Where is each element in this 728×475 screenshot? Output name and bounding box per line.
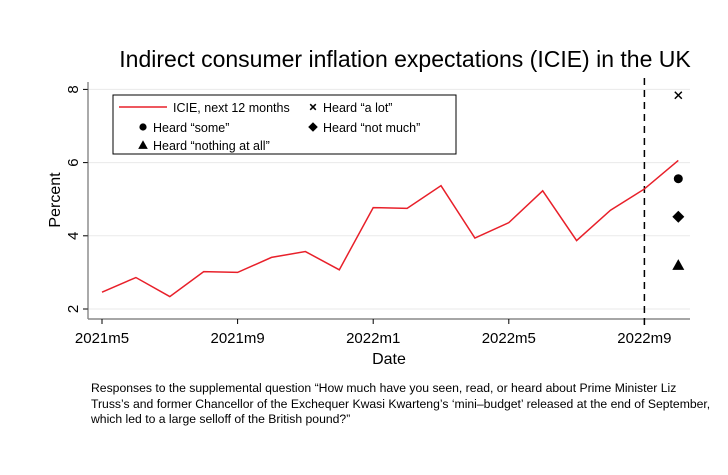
- x-tick-label: 2022m9: [617, 330, 671, 347]
- legend-label: Heard “a lot”: [323, 101, 392, 115]
- y-axis-label: Percent: [47, 172, 64, 228]
- y-tick-label: 2: [65, 305, 82, 313]
- legend-label: Heard “some”: [153, 121, 229, 135]
- legend-marker-triangle: [138, 140, 148, 149]
- x-tick-label: 2021m9: [210, 330, 264, 347]
- data-point-x: [674, 91, 683, 100]
- x-axis-label: Date: [372, 351, 406, 368]
- y-tick-label: 6: [65, 158, 82, 166]
- legend-marker-diamond: [308, 122, 318, 132]
- legend-label: Heard “nothing at all”: [153, 139, 270, 153]
- x-tick-label: 2021m5: [75, 330, 129, 347]
- x-tick-label: 2022m5: [482, 330, 536, 347]
- y-tick-label: 8: [65, 85, 82, 93]
- series-line: [101, 159, 679, 298]
- chart-caption: Responses to the supplemental question “…: [91, 381, 711, 426]
- chart-title: Indirect consumer inflation expectations…: [119, 46, 691, 72]
- x-tick-label: 2022m1: [346, 330, 400, 347]
- legend-box: [112, 94, 457, 155]
- legend-marker-circle: [139, 123, 147, 131]
- data-point-circle: [673, 174, 683, 184]
- legend-marker-x: [309, 103, 317, 111]
- legend-label: Heard “not much”: [323, 121, 420, 135]
- legend-label: ICIE, next 12 months: [173, 101, 290, 115]
- data-point-diamond: [672, 210, 685, 223]
- data-point-triangle: [672, 259, 685, 270]
- y-tick-label: 4: [65, 232, 82, 240]
